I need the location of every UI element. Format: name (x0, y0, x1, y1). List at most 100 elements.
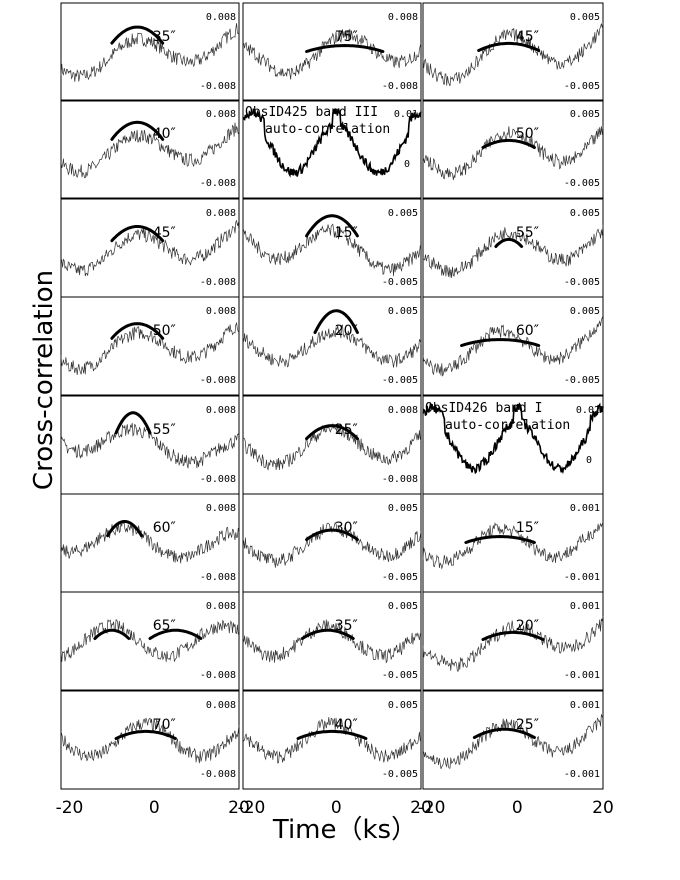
y-top-label: 0.008 (388, 12, 418, 23)
correlation-curve (60, 321, 240, 376)
panel-frame (242, 296, 422, 396)
correlation-curve (60, 422, 240, 469)
panel: 0.01 0 ObsID425 band III auto-correlation (242, 99, 422, 199)
panel-radius-label: 35″ (335, 618, 358, 634)
x-axis-title: Time（ks） (272, 815, 417, 845)
panel-frame (242, 2, 422, 102)
fit-curve (460, 338, 541, 347)
panel-radius-label: 45″ (153, 225, 176, 241)
x-tick-label: 0 (149, 798, 160, 818)
y-bottom-label: -0.005 (564, 178, 600, 189)
y-bottom-label: -0.005 (382, 572, 418, 583)
fit-curve (110, 322, 165, 340)
panel: 0.008 -0.008 35″ (60, 2, 240, 102)
y-top-label: 0.001 (570, 601, 600, 612)
y-top-label: 0.005 (570, 306, 600, 317)
correlation-curve (60, 23, 240, 82)
panel-frame (242, 99, 422, 199)
fit-curve (481, 630, 545, 641)
panel: 0.005 -0.005 45″ (422, 2, 604, 102)
correlation-curve (242, 223, 422, 277)
panel-frame (422, 690, 604, 790)
x-tick-label: 0 (512, 798, 523, 818)
auto-title-line1: ObsID425 band III (245, 105, 378, 120)
panel-frame (60, 690, 240, 790)
panel-frame (242, 690, 422, 790)
fit-curve (110, 225, 165, 243)
y-top-label: 0.001 (570, 503, 600, 514)
y-bottom-label: -0.008 (200, 375, 236, 386)
panel: 0.005 -0.005 20″ (242, 296, 422, 396)
x-tick-label: 20 (228, 798, 250, 818)
y-top-label: 0.005 (388, 208, 418, 219)
auto-title-line1: ObsID426 band I (425, 401, 542, 416)
x-tick-label: 0 (331, 798, 342, 818)
fit-curve (305, 214, 359, 238)
panel: 0.008 -0.008 70″ (60, 690, 240, 790)
y-top-label: 0.005 (570, 208, 600, 219)
fit-curve (106, 520, 143, 538)
y-zero-label: 0 (586, 455, 592, 466)
panel: 0.005 -0.005 50″ (422, 99, 604, 199)
y-bottom-label: -0.008 (200, 670, 236, 681)
fit-curve (148, 628, 203, 640)
y-axis-title: Cross-correlation (29, 270, 59, 490)
fit-curve (300, 628, 355, 640)
panel-radius-label: 50″ (516, 126, 539, 142)
auto-title-line2: auto-correlation (265, 122, 390, 137)
correlation-curve (60, 219, 240, 277)
y-bottom-label: -0.008 (200, 277, 236, 288)
y-top-label: 0.02 (576, 405, 600, 416)
correlation-curve (422, 402, 604, 475)
correlation-curve (242, 521, 422, 568)
fit-curve (305, 528, 359, 542)
panel-radius-label: 20″ (335, 323, 358, 339)
fit-curve (494, 237, 524, 248)
correlation-curve (242, 717, 422, 764)
correlation-curve (422, 315, 604, 377)
x-tick-label: -20 (418, 798, 446, 818)
y-top-label: 0.005 (388, 306, 418, 317)
panel: 0.005 -0.005 60″ (422, 296, 604, 396)
panel-radius-label: 60″ (516, 323, 539, 339)
correlation-curve (422, 714, 604, 770)
y-zero-label: 0 (404, 159, 410, 170)
panel-frame (60, 591, 240, 691)
y-top-label: 0.005 (388, 601, 418, 612)
y-top-label: 0.01 (394, 109, 418, 120)
y-bottom-label: -0.005 (564, 81, 600, 92)
correlation-curve (60, 717, 240, 764)
panel-radius-label: 60″ (153, 520, 176, 536)
fit-curve (313, 309, 359, 334)
x-tick-label: -20 (56, 798, 84, 818)
y-top-label: 0.008 (206, 12, 236, 23)
y-bottom-label: -0.008 (200, 474, 236, 485)
panel: 0.005 -0.005 30″ (242, 493, 422, 593)
panel-frame (60, 296, 240, 396)
y-bottom-label: -0.005 (564, 375, 600, 386)
y-top-label: 0.008 (206, 405, 236, 416)
fit-curve (93, 628, 131, 640)
fit-curve (305, 43, 385, 53)
y-top-label: 0.008 (206, 503, 236, 514)
correlation-curve (422, 615, 604, 672)
panel-radius-label: 55″ (153, 422, 176, 438)
panel-frame (242, 591, 422, 691)
fit-curve (296, 729, 368, 740)
panel-frame (60, 2, 240, 102)
y-top-label: 0.001 (570, 700, 600, 711)
panel-radius-label: 15″ (516, 520, 539, 536)
panel: 0.001 -0.001 15″ (422, 493, 604, 593)
panel-radius-label: 30″ (335, 520, 358, 536)
panel-frame (422, 591, 604, 691)
panel-radius-label: 40″ (153, 126, 176, 142)
y-top-label: 0.005 (388, 503, 418, 514)
correlation-curve (242, 28, 422, 80)
panel-frame (422, 2, 604, 102)
y-top-label: 0.008 (388, 405, 418, 416)
y-top-label: 0.005 (570, 12, 600, 23)
panel: 0.008 -0.008 40″ (60, 99, 240, 199)
panel-radius-label: 20″ (516, 618, 539, 634)
fit-curve (464, 534, 536, 544)
correlation-curve (60, 122, 240, 179)
